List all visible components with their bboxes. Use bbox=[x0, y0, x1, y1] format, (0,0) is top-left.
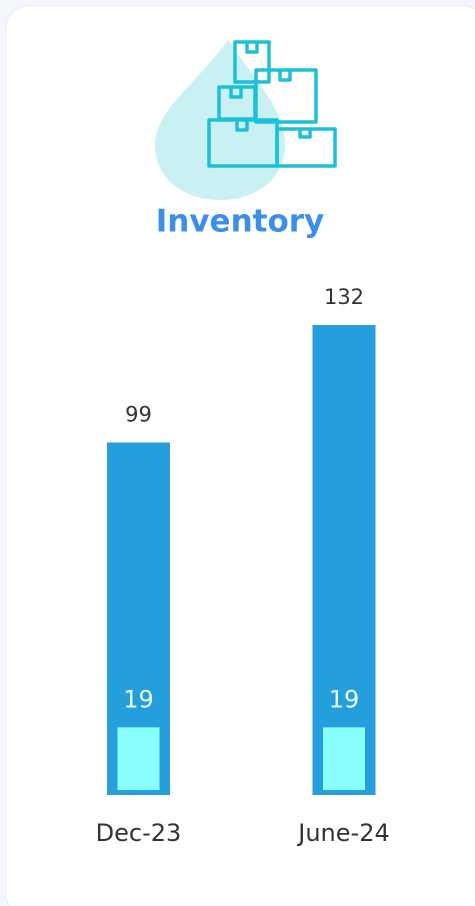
chart-title: Inventory bbox=[156, 204, 325, 240]
value-label: 19 bbox=[329, 685, 360, 713]
inner-bar bbox=[323, 727, 365, 790]
value-label: 99 bbox=[125, 403, 152, 427]
value-label: 19 bbox=[123, 685, 154, 713]
bar bbox=[312, 325, 376, 795]
inner-bar bbox=[117, 727, 160, 790]
x-tick-label: Dec-23 bbox=[96, 819, 182, 847]
value-label: 132 bbox=[324, 285, 364, 309]
inventory-icon bbox=[155, 40, 337, 200]
x-tick-label: June-24 bbox=[296, 819, 389, 847]
